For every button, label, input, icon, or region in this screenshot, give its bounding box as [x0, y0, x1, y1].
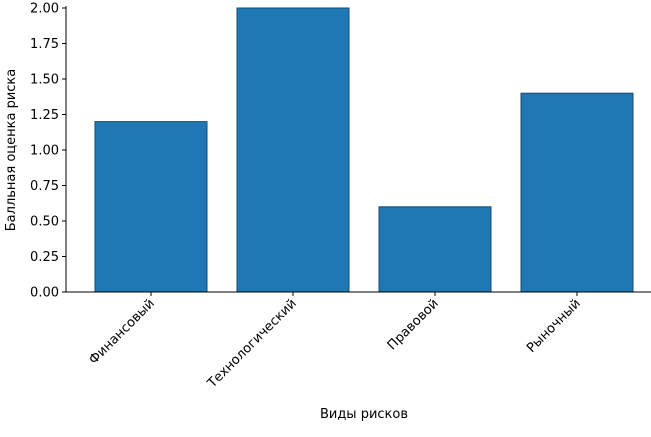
y-tick-label: 1.25 — [30, 108, 59, 123]
x-tick-label: Технологический — [204, 296, 300, 392]
y-tick-label: 1.75 — [30, 37, 59, 52]
bar — [520, 92, 634, 293]
y-axis-label: Балльная оценка риска — [4, 69, 19, 232]
y-tick-label: 0.50 — [30, 215, 59, 230]
y-tick-label: 0.25 — [30, 250, 59, 265]
x-tick-label: Финансовый — [86, 296, 157, 367]
y-tick-label: 1.00 — [30, 144, 59, 159]
y-tick-label: 0.75 — [30, 179, 59, 194]
bar — [94, 121, 208, 293]
bar — [236, 7, 350, 293]
y-tick-label: 1.50 — [30, 73, 59, 88]
y-tick-label: 0.00 — [30, 286, 59, 301]
x-axis-label: Виды рисков — [320, 407, 408, 422]
x-tick-label: Правовой — [385, 296, 442, 353]
x-tick-label: Рыночный — [524, 296, 584, 356]
bar — [378, 206, 492, 293]
y-tick-label: 2.00 — [30, 2, 59, 17]
